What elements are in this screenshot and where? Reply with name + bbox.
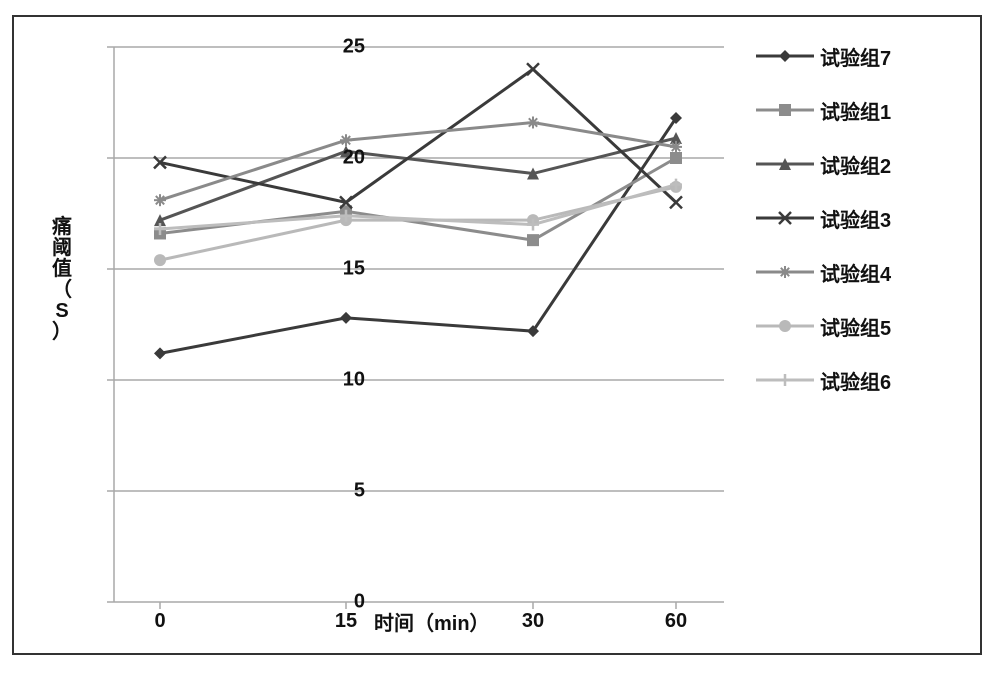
legend-label: 试验组3	[820, 204, 891, 233]
legend-swatch	[754, 41, 816, 71]
y-tick-label: 5	[325, 480, 365, 503]
legend: 试验组7 试验组1 试验组2 试验组3 试验组4 试验组5 试验组6	[754, 29, 974, 407]
y-tick-label: 15	[325, 258, 365, 281]
legend-item: 试验组3	[754, 191, 974, 245]
x-axis-label: 时间（min）	[374, 607, 490, 636]
legend-swatch	[754, 203, 816, 233]
legend-label: 试验组6	[820, 366, 891, 395]
legend-swatch	[754, 95, 816, 125]
x-tick-label: 15	[335, 610, 357, 633]
legend-item: 试验组4	[754, 245, 974, 299]
legend-swatch	[754, 311, 816, 341]
x-tick-label: 0	[154, 610, 165, 633]
legend-item: 试验组5	[754, 299, 974, 353]
legend-label: 试验组5	[820, 312, 891, 341]
legend-item: 试验组6	[754, 353, 974, 407]
legend-label: 试验组2	[820, 150, 891, 179]
y-axis-label: 痛阈值（S）	[51, 217, 73, 343]
legend-swatch	[754, 365, 816, 395]
legend-item: 试验组2	[754, 137, 974, 191]
plot-svg	[114, 47, 724, 602]
legend-item: 试验组7	[754, 29, 974, 83]
legend-item: 试验组1	[754, 83, 974, 137]
chart-frame: 痛阈值（S） 时间（min） 0510152025 0153060 试验组7试验…	[12, 15, 982, 655]
y-tick-label: 10	[325, 369, 365, 392]
x-tick-label: 30	[522, 610, 544, 633]
legend-label: 试验组1	[820, 96, 891, 125]
plot-area	[114, 47, 724, 602]
y-tick-label: 20	[325, 147, 365, 170]
x-tick-label: 60	[665, 610, 687, 633]
legend-swatch	[754, 257, 816, 287]
legend-swatch	[754, 149, 816, 179]
legend-label: 试验组4	[820, 258, 891, 287]
y-tick-label: 25	[325, 36, 365, 59]
legend-label: 试验组7	[820, 42, 891, 71]
